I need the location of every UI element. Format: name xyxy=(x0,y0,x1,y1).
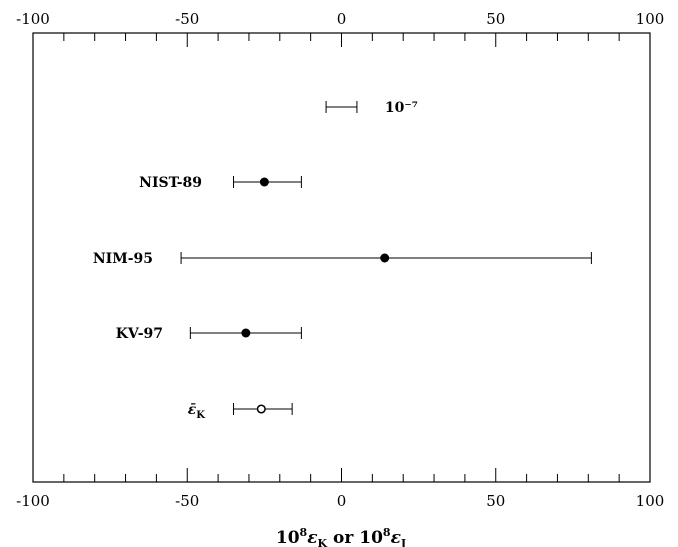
bottom-tick-label: -100 xyxy=(16,492,50,510)
x-axis-label: 108εK or 108εJ xyxy=(276,526,406,547)
top-tick-label: 50 xyxy=(486,10,505,28)
top-tick-label: -50 xyxy=(175,10,199,28)
error-bar-point: KV-97 xyxy=(116,326,302,342)
data-marks: 10⁻⁷ NIST-89 NIM-95 KV-97 ε̄K xyxy=(93,100,592,421)
bottom-tick-labels: -100 -50 0 50 100 xyxy=(16,492,664,510)
data-point-filled xyxy=(380,253,390,263)
point-label: 10⁻⁷ xyxy=(385,100,418,116)
axis-ticks xyxy=(63,33,620,482)
top-tick-label: -100 xyxy=(16,10,50,28)
data-point-open xyxy=(256,404,266,414)
bottom-tick-label: -50 xyxy=(175,492,199,510)
point-label: NIM-95 xyxy=(93,251,153,267)
point-label: KV-97 xyxy=(116,326,163,342)
data-point-filled xyxy=(259,177,269,187)
bottom-tick-label: 50 xyxy=(486,492,505,510)
point-label: NIST-89 xyxy=(139,175,202,191)
error-bar-point: 10⁻⁷ xyxy=(325,100,418,116)
top-tick-labels: -100 -50 0 50 100 xyxy=(16,10,664,28)
bottom-tick-label: 100 xyxy=(636,492,665,510)
error-bar-point: NIM-95 xyxy=(93,251,592,267)
data-point-filled xyxy=(241,328,251,338)
error-bar-point: ε̄K xyxy=(188,402,293,421)
top-tick-label: 0 xyxy=(337,10,347,28)
error-bar-point: NIST-89 xyxy=(139,175,302,191)
point-label: ε̄K xyxy=(188,402,206,421)
top-tick-label: 100 xyxy=(636,10,665,28)
bottom-tick-label: 0 xyxy=(337,492,347,510)
